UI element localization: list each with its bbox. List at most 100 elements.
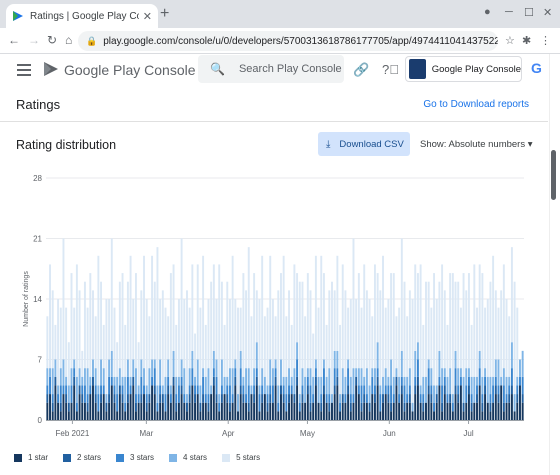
bar-segment xyxy=(116,376,119,395)
bar-segment xyxy=(148,316,151,369)
download-csv-button[interactable]: ⤓ Download CSV xyxy=(318,132,410,156)
bar-segment xyxy=(296,376,299,386)
bar-segment xyxy=(274,385,277,420)
bar-segment xyxy=(118,368,121,386)
bar-segment xyxy=(226,402,229,420)
bar-segment xyxy=(143,394,145,420)
bar-segment xyxy=(486,376,489,403)
bar-segment xyxy=(148,402,151,420)
bar-segment xyxy=(328,368,331,395)
bar-segment xyxy=(467,394,470,420)
bar-segment xyxy=(202,376,205,395)
legend-item[interactable]: 3 stars xyxy=(116,453,154,462)
legend-item[interactable]: 4 stars xyxy=(169,453,207,462)
bar-segment xyxy=(510,368,513,386)
bar-segment xyxy=(368,299,371,386)
bar-segment xyxy=(172,264,175,351)
go-to-download-reports-link[interactable]: Go to Download reports xyxy=(423,99,529,110)
maximize-icon[interactable]: ☐ xyxy=(524,7,534,19)
bar-segment xyxy=(443,385,446,395)
page-scrollbar-track[interactable] xyxy=(549,54,560,475)
bar-segment xyxy=(231,368,234,395)
bar-segment xyxy=(306,376,309,386)
bar-segment xyxy=(89,394,92,420)
bar-segment xyxy=(129,255,132,377)
bar-segment xyxy=(384,368,387,386)
page-scrollbar-thumb[interactable] xyxy=(551,150,556,200)
close-window-icon[interactable]: ✕ xyxy=(543,7,553,19)
legend-item[interactable]: 5 stars xyxy=(222,453,260,462)
close-tab-icon[interactable]: ✕ xyxy=(142,10,152,23)
bar-segment xyxy=(433,402,435,412)
bar-segment xyxy=(371,368,374,377)
link-icon[interactable]: 🔗 xyxy=(353,62,370,77)
x-tick-label: Mar xyxy=(139,429,153,438)
google-account-icon[interactable]: G xyxy=(531,60,542,76)
bar-segment xyxy=(73,359,76,369)
bar-segment xyxy=(51,394,54,403)
address-bar[interactable]: 🔒 play.google.com/console/u/0/developers… xyxy=(78,31,498,51)
bar-segment xyxy=(314,368,317,377)
bar-segment xyxy=(379,290,382,386)
bar-segment xyxy=(317,307,320,377)
bar-segment xyxy=(204,402,207,420)
hamburger-menu-icon[interactable] xyxy=(17,64,31,76)
bar-segment xyxy=(430,385,433,395)
bar-segment xyxy=(255,368,258,377)
bar-segment xyxy=(177,299,180,377)
minimize-icon[interactable]: ─ xyxy=(505,6,513,18)
bar-segment xyxy=(433,411,435,420)
bar-segment xyxy=(443,290,446,369)
bar-segment xyxy=(126,281,129,360)
bar-segment xyxy=(180,359,183,377)
back-arrow-icon[interactable]: ← xyxy=(8,33,20,47)
bar-segment xyxy=(400,376,403,386)
bar-segment xyxy=(416,376,419,386)
bar-segment xyxy=(129,376,132,386)
bar-segment xyxy=(293,394,296,403)
developer-account-chip[interactable]: Google Play Console xyxy=(405,56,522,82)
bar-segment xyxy=(427,281,430,360)
profile-dot-icon[interactable]: ● xyxy=(484,6,491,18)
bar-segment xyxy=(521,394,524,403)
bar-segment xyxy=(476,376,478,386)
bar-segment xyxy=(126,376,129,395)
bar-segment xyxy=(212,368,215,377)
bar-segment xyxy=(331,402,333,420)
star-bookmark-icon[interactable]: ☆ xyxy=(505,35,515,47)
home-icon[interactable]: ⌂ xyxy=(65,33,73,47)
reload-icon[interactable]: ↻ xyxy=(47,33,58,47)
help-icon[interactable]: ?⃝ xyxy=(382,62,399,77)
search-input[interactable]: 🔍 Search Play Console xyxy=(198,55,344,83)
bar-segment xyxy=(83,281,86,369)
play-console-favicon-icon xyxy=(13,11,23,21)
bar-segment xyxy=(134,402,137,412)
bar-segment xyxy=(414,385,417,395)
bar-segment xyxy=(290,376,293,386)
bar-segment xyxy=(186,402,188,412)
new-tab-icon[interactable]: + xyxy=(160,5,170,22)
bar-segment xyxy=(454,394,457,420)
bar-segment xyxy=(473,264,476,377)
bar-segment xyxy=(430,402,433,420)
bar-segment xyxy=(97,411,100,420)
bar-segment xyxy=(124,376,127,403)
browser-tab[interactable]: Ratings | Google Play Console ✕ xyxy=(6,4,158,28)
bar-segment xyxy=(204,324,207,377)
bar-segment xyxy=(46,368,49,386)
bar-segment xyxy=(419,385,422,395)
extensions-icon[interactable]: ✱ xyxy=(522,35,532,47)
bar-segment xyxy=(363,402,366,420)
bar-segment xyxy=(454,281,457,351)
bar-segment xyxy=(81,376,84,386)
forward-arrow-icon[interactable]: → xyxy=(28,33,40,47)
bar-segment xyxy=(435,394,438,403)
bar-segment xyxy=(108,376,111,395)
menu-dots-icon[interactable]: ⋮ xyxy=(540,35,551,47)
legend-item[interactable]: 2 stars xyxy=(63,453,101,462)
show-mode-select[interactable]: Show: Absolute numbers ▾ xyxy=(420,139,533,150)
legend-item[interactable]: 1 star xyxy=(14,453,48,462)
bar-segment xyxy=(89,385,92,395)
bar-segment xyxy=(89,376,92,386)
y-tick-label: 21 xyxy=(33,235,42,244)
